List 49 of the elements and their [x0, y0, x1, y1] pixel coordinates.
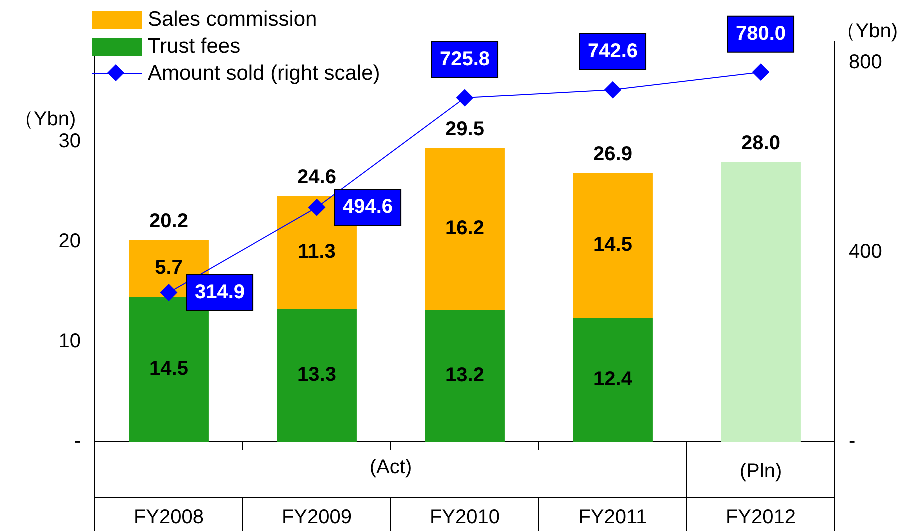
- legend-label: Amount sold (right scale): [148, 61, 380, 87]
- y2-tick-label: 800: [849, 51, 882, 74]
- bar: [425, 310, 505, 442]
- bar: [573, 173, 653, 318]
- x-tick-label: FY2009: [282, 506, 352, 529]
- bar: [277, 309, 357, 442]
- data-label: 12.4: [594, 368, 634, 391]
- bar: [425, 148, 505, 310]
- data-label: 13.3: [298, 364, 336, 386]
- data-label: 314.9: [194, 281, 246, 304]
- y-axis-title: （Ybn): [14, 108, 76, 131]
- point: [160, 284, 178, 302]
- point: [752, 64, 770, 81]
- y2-axis-title: （Ybn): [836, 20, 898, 43]
- data-label: 11.3: [298, 241, 336, 264]
- text: (Act): [370, 456, 412, 479]
- y-tick-label: 10: [58, 330, 81, 353]
- y2-tick-label: 400: [849, 240, 882, 263]
- y2-tick-label: -: [849, 430, 856, 453]
- data-label: 5.7: [155, 257, 183, 280]
- text: (Pln): [740, 460, 782, 483]
- data-label: 14.5: [594, 234, 632, 256]
- total-label: 29.5: [446, 118, 484, 141]
- data-label: 13.2: [446, 364, 484, 387]
- x-tick-label: FY2008: [134, 506, 204, 529]
- point: [308, 199, 326, 216]
- bar: [573, 318, 653, 442]
- data-label: 16.2: [446, 218, 484, 240]
- x-tick-label: FY2012: [726, 506, 796, 529]
- point: [604, 82, 622, 99]
- y-tick-label: 30: [58, 130, 81, 153]
- total-label: 26.9: [594, 144, 632, 166]
- data-label: 14.5: [150, 358, 188, 380]
- bar: [129, 297, 209, 442]
- total-label: 20.2: [150, 210, 188, 233]
- data-label: 494.6: [342, 196, 394, 218]
- legend-label: Trust fees: [148, 34, 241, 60]
- data-label: 742.6: [588, 40, 638, 63]
- data-label: 780.0: [736, 22, 786, 45]
- total-label: 24.6: [298, 166, 336, 189]
- total-label: 28.0: [742, 132, 780, 155]
- y-tick-label: 20: [58, 230, 81, 253]
- bar: [721, 162, 801, 442]
- legend-label: Sales commission: [148, 7, 318, 33]
- y-tick-label: -: [74, 430, 81, 453]
- data-label: 725.8: [440, 48, 490, 71]
- x-tick-label: FY2010: [430, 506, 500, 529]
- point: [456, 90, 474, 107]
- x-tick-label: FY2011: [578, 506, 648, 529]
